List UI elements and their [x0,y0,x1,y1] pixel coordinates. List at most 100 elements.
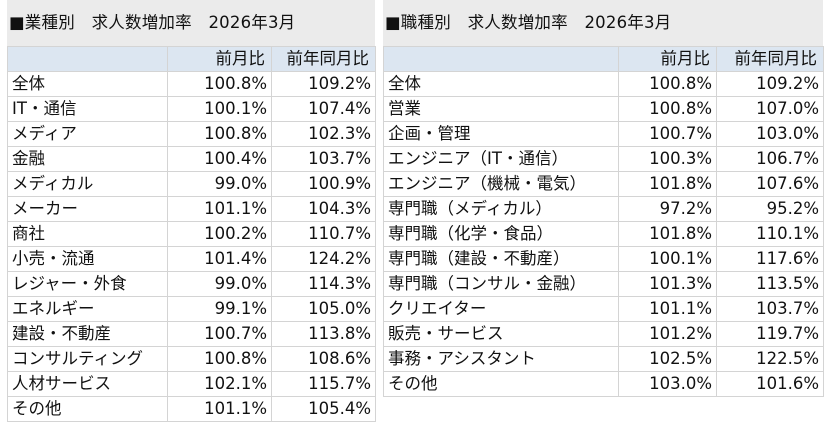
table-row: 販売・サービス 101.2% 119.7% [383,321,824,347]
table-row: その他 101.1% 105.4% [7,396,376,422]
table-row: 建設・不動産 100.7% 113.8% [7,321,376,347]
category-cell: 建設・不動産 [7,321,168,347]
header-row: 前月比 前年同月比 [7,46,376,72]
mom-cell: 101.2% [618,321,717,347]
occupation-table-title: ■職種別 求人数増加率 2026年3月 [383,0,823,46]
yoy-cell: 114.3% [271,271,376,297]
yoy-cell: 115.7% [271,371,376,397]
category-cell: エンジニア（IT・通信） [383,146,619,172]
category-cell: メーカー [7,196,168,222]
category-cell: 全体 [7,71,168,97]
mom-cell: 101.1% [167,196,272,222]
table-row: 小売・流通 101.4% 124.2% [7,246,376,272]
mom-cell: 101.4% [167,246,272,272]
category-cell: メディア [7,121,168,147]
table-row: 全体 100.8% 109.2% [383,71,824,97]
mom-cell: 99.1% [167,296,272,322]
yoy-cell: 107.4% [271,96,376,122]
yoy-cell: 113.8% [271,321,376,347]
category-cell: その他 [383,371,619,397]
yoy-cell: 124.2% [271,246,376,272]
category-cell: レジャー・外食 [7,271,168,297]
table-row: 営業 100.8% 107.0% [383,96,824,122]
mom-cell: 100.3% [618,146,717,172]
table-row: メディカル 99.0% 100.9% [7,171,376,197]
yoy-cell: 103.0% [716,121,824,147]
table-row: 企画・管理 100.7% 103.0% [383,121,824,147]
table-row: 金融 100.4% 103.7% [7,146,376,172]
header-mom: 前月比 [618,46,717,72]
table-row: 全体 100.8% 109.2% [7,71,376,97]
mom-cell: 100.1% [618,246,717,272]
table-row: エンジニア（機械・電気） 101.8% 107.6% [383,171,824,197]
yoy-cell: 113.5% [716,271,824,297]
yoy-cell: 95.2% [716,196,824,222]
mom-cell: 100.8% [167,71,272,97]
table-row: 人材サービス 102.1% 115.7% [7,371,376,397]
header-yoy: 前年同月比 [716,46,824,72]
yoy-cell: 109.2% [716,71,824,97]
table-row: 専門職（化学・食品） 101.8% 110.1% [383,221,824,247]
yoy-cell: 102.3% [271,121,376,147]
category-cell: 専門職（建設・不動産） [383,246,619,272]
mom-cell: 100.8% [167,346,272,372]
industry-table: 前月比 前年同月比 全体 100.8% 109.2% IT・通信 100.1% 107.4… [7,46,376,422]
table-row: IT・通信 100.1% 107.4% [7,96,376,122]
category-cell: その他 [7,396,168,422]
mom-cell: 101.3% [618,271,717,297]
industry-table-title: ■業種別 求人数増加率 2026年3月 [7,0,375,46]
category-cell: 専門職（化学・食品） [383,221,619,247]
table-row: レジャー・外食 99.0% 114.3% [7,271,376,297]
yoy-cell: 105.4% [271,396,376,422]
mom-cell: 100.1% [167,96,272,122]
mom-cell: 100.8% [618,71,717,97]
yoy-cell: 119.7% [716,321,824,347]
mom-cell: 102.5% [618,346,717,372]
yoy-cell: 100.9% [271,171,376,197]
category-cell: 人材サービス [7,371,168,397]
mom-cell: 101.8% [618,171,717,197]
table-row: 専門職（コンサル・金融） 101.3% 113.5% [383,271,824,297]
yoy-cell: 117.6% [716,246,824,272]
yoy-cell: 108.6% [271,346,376,372]
yoy-cell: 103.7% [716,296,824,322]
header-row: 前月比 前年同月比 [383,46,824,72]
table-row: 事務・アシスタント 102.5% 122.5% [383,346,824,372]
table-row: エンジニア（IT・通信） 100.3% 106.7% [383,146,824,172]
yoy-cell: 109.2% [271,71,376,97]
occupation-table: 前月比 前年同月比 全体 100.8% 109.2% 営業 100.8% 107.0% 企画… [383,46,824,397]
table-row: メーカー 101.1% 104.3% [7,196,376,222]
yoy-cell: 104.3% [271,196,376,222]
yoy-cell: 105.0% [271,296,376,322]
category-cell: クリエイター [383,296,619,322]
table-row: エネルギー 99.1% 105.0% [7,296,376,322]
header-yoy: 前年同月比 [271,46,376,72]
category-cell: 販売・サービス [383,321,619,347]
table-row: クリエイター 101.1% 103.7% [383,296,824,322]
mom-cell: 99.0% [167,171,272,197]
mom-cell: 101.1% [167,396,272,422]
category-cell: 商社 [7,221,168,247]
category-cell: エンジニア（機械・電気） [383,171,619,197]
mom-cell: 101.8% [618,221,717,247]
mom-cell: 99.0% [167,271,272,297]
category-cell: 事務・アシスタント [383,346,619,372]
mom-cell: 100.8% [618,96,717,122]
occupation-panel: ■職種別 求人数増加率 2026年3月 前月比 前年同月比 全体 100.8% 10… [383,0,824,397]
yoy-cell: 110.7% [271,221,376,247]
mom-cell: 101.1% [618,296,717,322]
yoy-cell: 106.7% [716,146,824,172]
header-category [7,46,168,72]
table-row: 専門職（メディカル） 97.2% 95.2% [383,196,824,222]
category-cell: 全体 [383,71,619,97]
mom-cell: 100.7% [618,121,717,147]
table-row: メディア 100.8% 102.3% [7,121,376,147]
header-mom: 前月比 [167,46,272,72]
category-cell: 専門職（コンサル・金融） [383,271,619,297]
mom-cell: 97.2% [618,196,717,222]
category-cell: 金融 [7,146,168,172]
category-cell: 営業 [383,96,619,122]
yoy-cell: 110.1% [716,221,824,247]
table-row: 商社 100.2% 110.7% [7,221,376,247]
category-cell: コンサルティング [7,346,168,372]
